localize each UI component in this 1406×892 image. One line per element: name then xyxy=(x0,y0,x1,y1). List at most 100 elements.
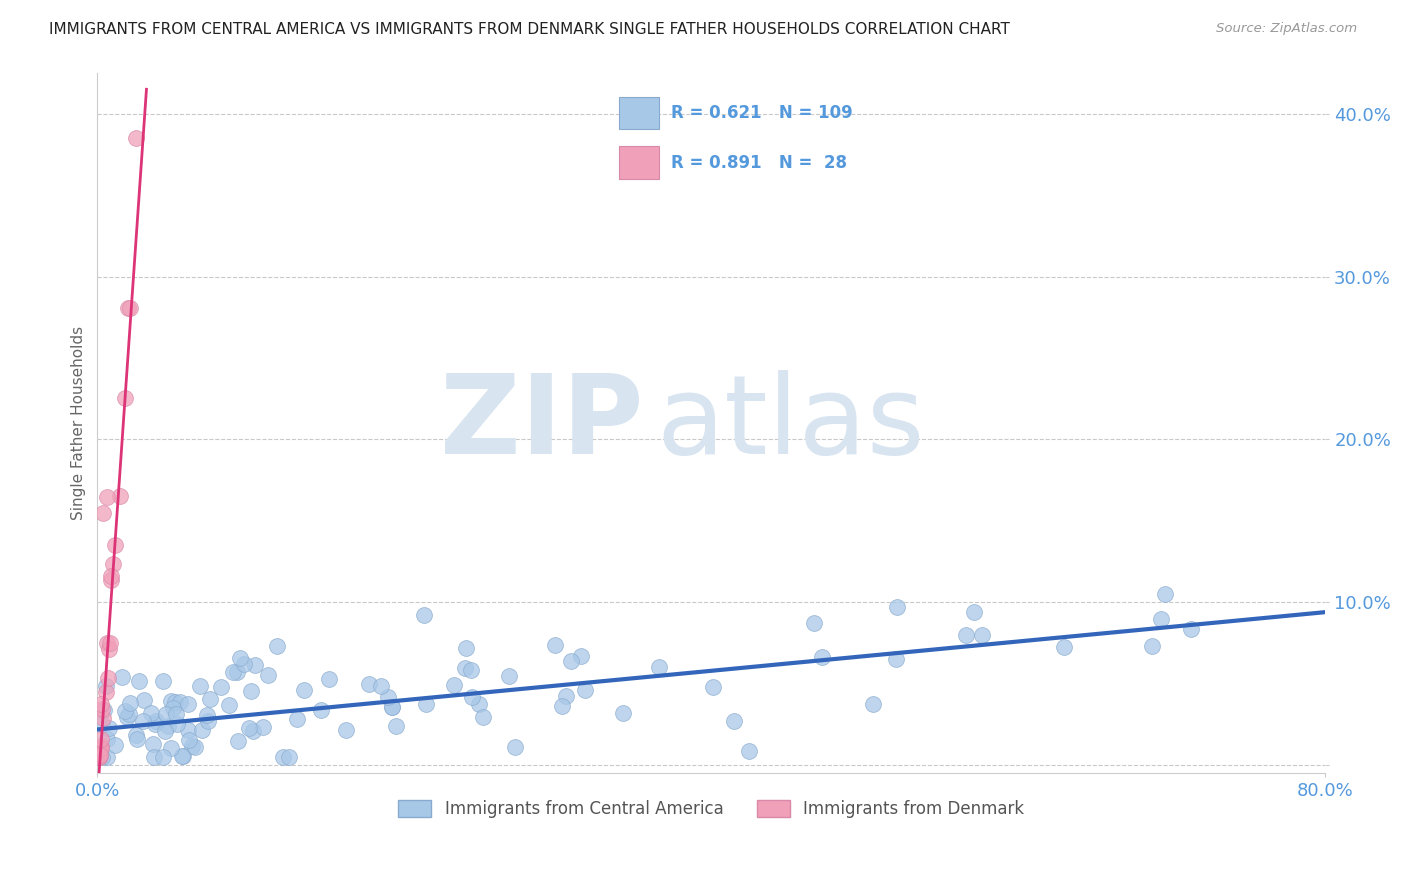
Point xyxy=(569,649,592,664)
Point xyxy=(1150,612,1173,626)
Point xyxy=(131,714,153,729)
Point xyxy=(228,733,250,747)
Point xyxy=(862,697,884,711)
Point xyxy=(184,740,207,755)
Point xyxy=(198,692,221,706)
Point xyxy=(100,569,122,583)
Point xyxy=(93,506,115,520)
Point xyxy=(169,695,191,709)
Point xyxy=(271,750,294,764)
Point xyxy=(90,739,112,753)
Point xyxy=(117,301,139,315)
Point xyxy=(218,698,240,713)
Point xyxy=(468,698,491,712)
Point xyxy=(143,750,166,764)
Point xyxy=(285,712,308,726)
Point xyxy=(381,700,404,714)
Point xyxy=(229,651,252,665)
Point xyxy=(232,657,254,672)
Point xyxy=(1154,587,1177,601)
Point xyxy=(91,711,114,725)
Text: atlas: atlas xyxy=(657,369,925,476)
Point xyxy=(100,573,122,587)
Point xyxy=(461,690,484,704)
Point xyxy=(93,703,115,717)
Point xyxy=(120,301,142,315)
Point xyxy=(139,706,162,721)
Point xyxy=(443,678,465,692)
Point xyxy=(89,748,111,763)
Point xyxy=(454,641,477,656)
Point xyxy=(612,706,634,721)
Point xyxy=(172,748,194,763)
Point xyxy=(103,558,125,572)
Point xyxy=(90,701,112,715)
Point xyxy=(163,695,186,709)
Point xyxy=(472,709,495,723)
Point xyxy=(292,682,315,697)
Point xyxy=(252,720,274,734)
Point xyxy=(98,636,121,650)
Point xyxy=(90,740,112,755)
Point xyxy=(90,731,112,746)
Point xyxy=(96,490,118,504)
Point xyxy=(125,728,148,742)
Point xyxy=(647,660,669,674)
Point xyxy=(162,701,184,715)
Point xyxy=(381,700,404,714)
Point xyxy=(560,654,582,668)
Point xyxy=(544,638,567,652)
Point xyxy=(357,676,380,690)
Point xyxy=(190,723,212,737)
Point xyxy=(415,697,437,711)
Point xyxy=(96,636,118,650)
Legend: Immigrants from Central America, Immigrants from Denmark: Immigrants from Central America, Immigra… xyxy=(391,793,1031,824)
Point xyxy=(413,608,436,623)
Point xyxy=(111,670,134,684)
Text: IMMIGRANTS FROM CENTRAL AMERICA VS IMMIGRANTS FROM DENMARK SINGLE FATHER HOUSEHO: IMMIGRANTS FROM CENTRAL AMERICA VS IMMIG… xyxy=(49,22,1010,37)
Point xyxy=(503,739,526,754)
Point xyxy=(97,671,120,685)
Point xyxy=(811,650,834,665)
Point xyxy=(104,538,127,552)
Text: ZIP: ZIP xyxy=(440,369,644,476)
Point xyxy=(226,665,249,680)
Point xyxy=(132,692,155,706)
Point xyxy=(886,652,908,666)
Point xyxy=(98,642,121,657)
Point xyxy=(377,690,399,704)
Point xyxy=(554,689,576,703)
Point xyxy=(160,694,183,708)
Point xyxy=(94,685,117,699)
Point xyxy=(94,680,117,694)
Point xyxy=(370,679,392,693)
Text: Source: ZipAtlas.com: Source: ZipAtlas.com xyxy=(1216,22,1357,36)
Point xyxy=(702,681,724,695)
Point xyxy=(1053,640,1076,654)
Point xyxy=(89,748,111,763)
Point xyxy=(195,708,218,723)
Point xyxy=(242,724,264,739)
Point xyxy=(1180,622,1202,636)
Point xyxy=(160,740,183,755)
Point xyxy=(723,714,745,728)
Point xyxy=(125,732,148,747)
Point xyxy=(177,723,200,737)
Point xyxy=(197,714,219,728)
Point xyxy=(90,697,112,711)
Point xyxy=(114,704,136,718)
Point xyxy=(87,750,110,764)
Point xyxy=(266,639,288,653)
Point xyxy=(738,744,761,758)
Point xyxy=(318,672,340,686)
Point xyxy=(89,742,111,756)
Point xyxy=(98,721,121,735)
Point xyxy=(1142,639,1164,653)
Point xyxy=(87,750,110,764)
Point xyxy=(550,699,572,714)
Point xyxy=(152,750,174,764)
Point xyxy=(460,663,482,677)
Point xyxy=(96,750,118,764)
Point xyxy=(384,718,406,732)
Point xyxy=(188,679,211,693)
